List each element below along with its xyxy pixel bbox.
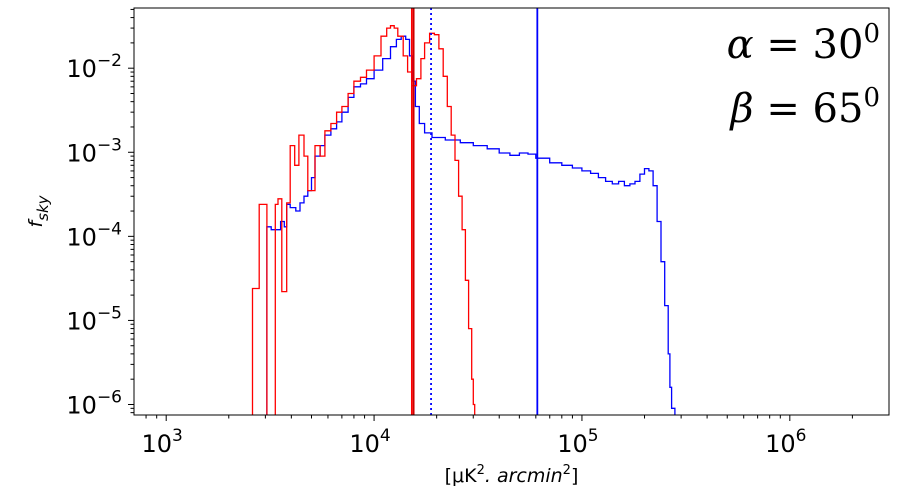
annotation-alpha: α = 300: [727, 19, 880, 68]
x-tick-label-2: 105: [557, 426, 598, 458]
y-tick-label-4: 10−2: [66, 51, 122, 83]
y-tick-label-3: 10−3: [66, 135, 122, 167]
y-tick-label-2: 10−4: [66, 219, 122, 251]
series-layer: [251, 25, 676, 415]
x-tick-label-3: 106: [765, 426, 806, 458]
x-tick-label-0: 103: [142, 426, 183, 458]
plot-frame: [133, 7, 890, 416]
series-line-0: [266, 35, 676, 415]
ticks: 103 104 105 106 10−6 10−5 10−4 10−3 10−2: [66, 8, 853, 458]
x-axis-label: [μK2. arcmin2]: [445, 463, 579, 487]
y-tick-label-0: 10−6: [66, 387, 122, 419]
series-line-1: [251, 25, 476, 415]
y-axis-label: fsky: [25, 194, 52, 227]
reference-lines: [410, 8, 539, 415]
y-tick-label-1: 10−5: [66, 303, 122, 335]
annotation-beta: β = 650: [728, 83, 880, 132]
x-tick-label-1: 104: [349, 426, 390, 458]
